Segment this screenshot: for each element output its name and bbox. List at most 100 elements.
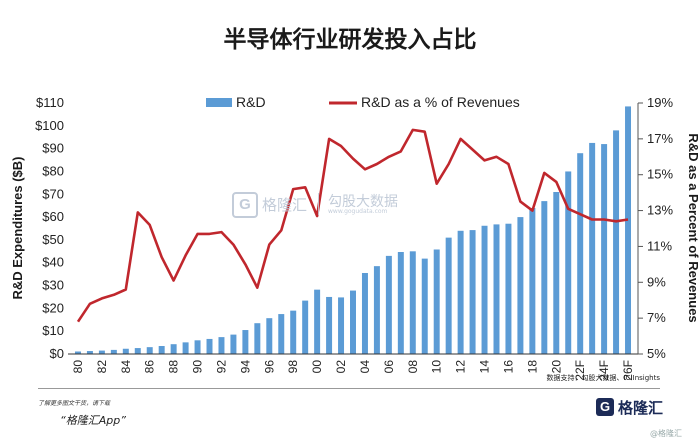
y-tick-label-left: $80: [42, 163, 64, 178]
bar-rd-00: [314, 289, 321, 354]
x-tick-label: 92: [214, 360, 228, 374]
y-tick-label-right: 15%: [647, 167, 673, 182]
bar-rd-84: [122, 348, 129, 354]
bar-rd-15: [493, 224, 500, 354]
data-source: 数据支持：勾股大数据、IC Insights: [546, 374, 660, 382]
x-tick-label: 04: [358, 360, 372, 374]
footer-note: 了解更多图文干货，请下载: [38, 400, 111, 407]
bar-rd-09: [421, 258, 428, 354]
brand-logo-icon: G: [596, 398, 614, 416]
y-tick-label-left: $40: [42, 255, 64, 270]
legend-swatch-bar: [206, 98, 232, 107]
bar-rd-13: [469, 230, 476, 354]
bar-rd-23: [589, 142, 596, 354]
bar-rd-80: [74, 351, 81, 354]
x-tick-label: 06: [382, 360, 396, 374]
x-tick-label: 86: [143, 360, 157, 374]
y-tick-label-left: $70: [42, 186, 64, 201]
bar-rd-02: [338, 297, 345, 354]
y-tick-label-left: $30: [42, 278, 64, 293]
bar-rd-04: [361, 272, 368, 354]
bar-rd-91: [206, 338, 213, 354]
y-tick-label-right: 11%: [647, 238, 672, 253]
bar-rd-08: [409, 251, 416, 354]
bar-rd-99: [302, 300, 309, 354]
y-tick-label-left: $100: [35, 118, 64, 133]
bar-rd-24F: [601, 144, 608, 354]
x-tick-label: 88: [167, 360, 181, 374]
x-tick-label: 02: [334, 360, 348, 374]
y-tick-label-right: 13%: [647, 203, 673, 218]
bar-rd-03: [350, 290, 356, 354]
chart-title: 半导体行业研发投入占比: [223, 27, 477, 53]
y-axis-title-left: R&D Expenditures ($B): [10, 156, 25, 299]
y-tick-label-left: $10: [42, 323, 64, 338]
bar-rd-26F: [625, 106, 632, 354]
bar-rd-07: [397, 252, 404, 354]
y-tick-label-right: 9%: [647, 274, 666, 289]
x-tick-label: 98: [286, 360, 300, 374]
bar-rd-88: [170, 344, 177, 354]
y-tick-label-left: $50: [42, 232, 64, 247]
x-tick-label: 96: [262, 360, 276, 374]
y-tick-label-right: 5%: [647, 346, 666, 361]
bar-rd-81: [86, 351, 93, 354]
line-rd-percent-revenues: [76, 128, 629, 323]
bar-rd-86: [146, 347, 153, 354]
x-tick-label: 08: [406, 360, 420, 374]
x-tick-label: 80: [71, 360, 85, 374]
bar-rd-98: [290, 310, 297, 354]
bar-rd-95: [254, 323, 261, 354]
bar-rd-10: [433, 249, 440, 354]
y-axis-title-right: R&D as a Percent of Revenues: [686, 133, 700, 322]
bar-rd-11: [445, 237, 452, 354]
x-tick-label: 90: [191, 360, 205, 374]
watermark-brand: 勾股大数据: [328, 194, 398, 210]
legend-label-bar: R&D: [236, 94, 266, 110]
x-tick-label: 20: [549, 360, 563, 374]
bar-rd-25: [613, 130, 620, 354]
corner-watermark: @格隆汇: [650, 429, 682, 438]
y-tick-label-left: $60: [42, 209, 64, 224]
bar-rd-12: [457, 230, 464, 354]
watermark-logo-icon: G: [232, 192, 258, 218]
bar-rd-05: [373, 266, 380, 354]
y-tick-label-left: $20: [42, 300, 64, 315]
legend: R&D R&D as a % of Revenues: [206, 94, 520, 110]
watermark-divider: [318, 193, 319, 215]
bar-rd-82: [98, 350, 105, 354]
footer-app-name: “格隆汇App”: [60, 414, 126, 427]
watermark-url: www.gogudata.com: [328, 208, 388, 215]
bar-rd-94: [242, 330, 249, 354]
bar-rd-93: [230, 334, 237, 354]
y-tick-label-right: 19%: [647, 95, 673, 110]
bar-rd-17: [517, 217, 524, 354]
bar-rd-21: [565, 171, 572, 354]
bar-rd-89: [182, 342, 189, 354]
y-tick-label-right: 17%: [647, 131, 673, 146]
legend-label-line: R&D as a % of Revenues: [361, 94, 520, 110]
y-tick-label-left: $90: [42, 141, 64, 156]
x-tick-label: 16: [501, 360, 515, 374]
y-tick-label-left: $0: [50, 346, 64, 361]
y-tick-label-left: $110: [36, 95, 64, 110]
bar-rd-90: [194, 340, 201, 354]
x-tick-label: 26F: [621, 360, 635, 381]
y-tick-label-right: 7%: [647, 310, 666, 325]
bar-rd-83: [110, 349, 117, 354]
watermark-name: 格隆汇: [262, 196, 308, 214]
x-tick-label: 10: [430, 360, 444, 374]
footer-divider: [38, 388, 660, 389]
x-tick-label: 22F: [573, 360, 587, 381]
x-tick-label: 18: [525, 360, 539, 374]
x-tick-label: 82: [95, 360, 109, 374]
bar-rd-19: [541, 201, 548, 354]
x-tick-label: 14: [478, 360, 492, 374]
x-tick-label: 00: [310, 360, 324, 374]
bar-rd-97: [278, 314, 285, 354]
bar-rd-92: [218, 337, 225, 354]
bar-rd-85: [134, 348, 141, 354]
bar-rd-18: [529, 207, 536, 354]
x-tick-label: 84: [119, 360, 133, 374]
